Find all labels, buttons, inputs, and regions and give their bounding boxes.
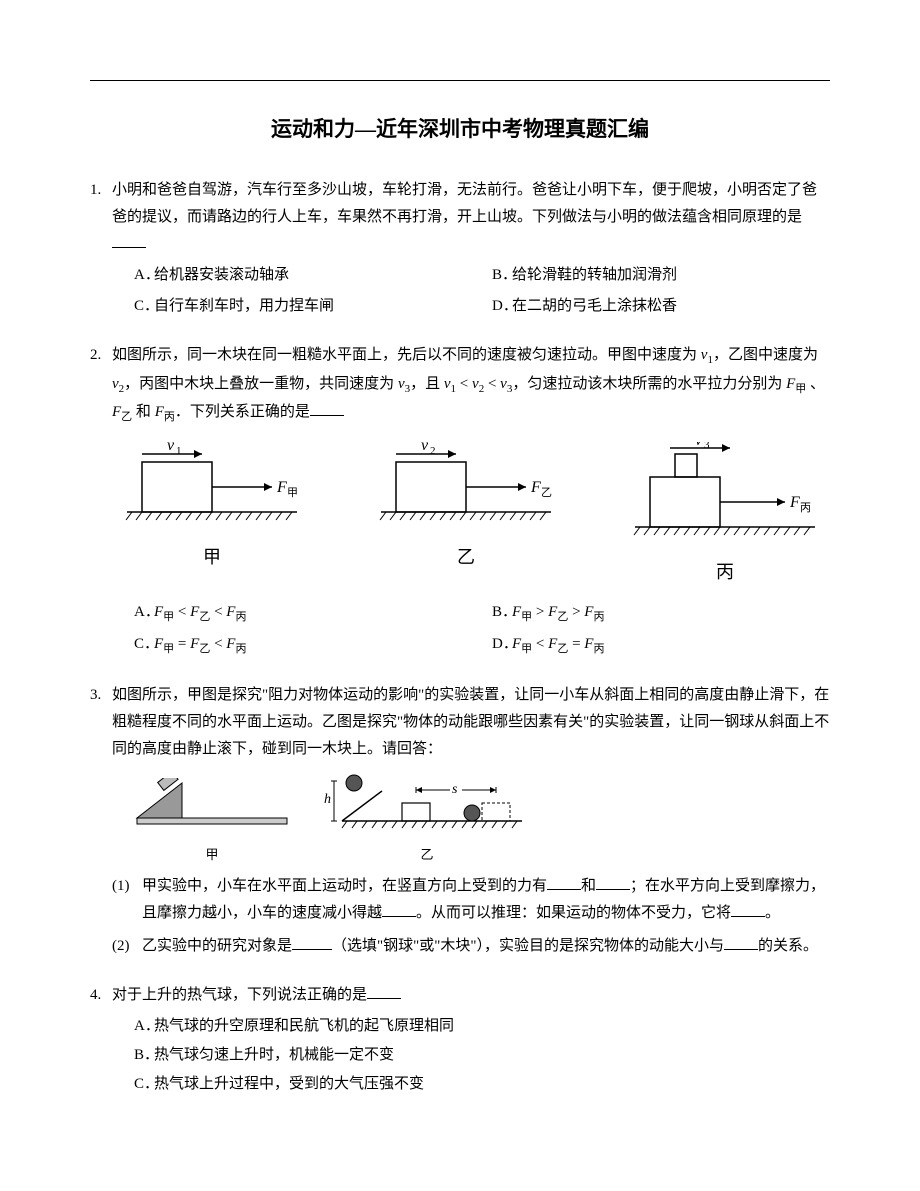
svg-text:F: F: [789, 494, 800, 511]
blank: [731, 901, 765, 917]
blank: [724, 934, 758, 950]
q1-options: A．给机器安装滚动轴承 B．给轮滑鞋的转轴加润滑剂 C．自行车刹车时，用力捏车闸…: [112, 262, 830, 320]
q3-sub1: (1) 甲实验中，小车在水平面上运动时，在竖直方向上受到的力有和；在水平方向上受…: [112, 873, 830, 927]
q3-body: 如图所示，甲图是探究"阻力对物体运动的影响"的实验装置，让同一小车从斜面上相同的…: [112, 682, 830, 959]
svg-text:v: v: [695, 442, 703, 449]
q1-num: 1.: [90, 177, 112, 320]
svg-text:乙: 乙: [541, 486, 552, 499]
q2-diag-jia: v1 F甲 甲: [122, 442, 302, 588]
q1-opt-a: A．给机器安装滚动轴承: [134, 262, 472, 289]
q3-svg-yi: h s: [322, 773, 532, 833]
q2-opt-a: A．F甲 < F乙 < F丙: [134, 599, 472, 628]
q4-text: 对于上升的热气球，下列说法正确的是: [112, 987, 367, 1003]
q2-svg-jia: v1 F甲: [122, 442, 302, 527]
q4-opt-c: C．热气球上升过程中，受到的大气压强不变: [134, 1071, 830, 1098]
q4-blank: [367, 983, 401, 999]
question-3: 3. 如图所示，甲图是探究"阻力对物体运动的影响"的实验装置，让同一小车从斜面上…: [90, 682, 830, 959]
q2-num: 2.: [90, 342, 112, 660]
q2-opt-d: D．F甲 < F乙 = F丙: [492, 631, 830, 660]
q2-body: 如图所示，同一木块在同一粗糙水平面上，先后以不同的速度被匀速拉动。甲图中速度为 …: [112, 342, 830, 660]
q2-blank: [310, 400, 344, 416]
q1-blank: [112, 232, 146, 248]
q2-opt-c: C．F甲 = F乙 < F丙: [134, 631, 472, 660]
q4-options: A．热气球的升空原理和民航飞机的起飞原理相同 B．热气球匀速上升时，机械能一定不…: [112, 1013, 830, 1098]
q4-body: 对于上升的热气球，下列说法正确的是 A．热气球的升空原理和民航飞机的起飞原理相同…: [112, 982, 830, 1100]
q2-diag-bing: v3 F丙 丙: [630, 442, 820, 588]
q1-opt-c: C．自行车刹车时，用力捏车闸: [134, 293, 472, 320]
q2-options: A．F甲 < F乙 < F丙 B．F甲 > F乙 > F丙 C．F甲 = F乙 …: [112, 599, 830, 661]
question-4: 4. 对于上升的热气球，下列说法正确的是 A．热气球的升空原理和民航飞机的起飞原…: [90, 982, 830, 1100]
page-title: 运动和力—近年深圳市中考物理真题汇编: [90, 111, 830, 149]
q2-diag-yi: v2 F乙 乙: [376, 442, 556, 588]
q2-diagrams: v1 F甲 甲: [112, 442, 830, 588]
svg-text:丙: 丙: [800, 502, 811, 514]
blank: [382, 901, 416, 917]
q3-diag-yi: h s: [322, 773, 532, 866]
svg-text:s: s: [452, 782, 458, 797]
question-1: 1. 小明和爸爸自驾游，汽车行至多沙山坡，车轮打滑，无法前行。爸爸让小明下车，便…: [90, 177, 830, 320]
svg-text:v: v: [421, 442, 429, 454]
svg-text:h: h: [324, 792, 331, 807]
q3-text: 如图所示，甲图是探究"阻力对物体运动的影响"的实验装置，让同一小车从斜面上相同的…: [112, 687, 829, 757]
q4-opt-b: B．热气球匀速上升时，机械能一定不变: [134, 1042, 830, 1069]
svg-text:F: F: [530, 479, 541, 496]
svg-text:2: 2: [430, 445, 436, 457]
q4-num: 4.: [90, 982, 112, 1100]
q3-svg-jia: [132, 778, 292, 833]
q3-num: 3.: [90, 682, 112, 959]
blank: [547, 874, 581, 890]
svg-text:1: 1: [176, 445, 182, 457]
svg-text:甲: 甲: [287, 487, 298, 499]
q1-body: 小明和爸爸自驾游，汽车行至多沙山坡，车轮打滑，无法前行。爸爸让小明下车，便于爬坡…: [112, 177, 830, 320]
q2-opt-b: B．F甲 > F乙 > F丙: [492, 599, 830, 628]
q2-svg-yi: v2 F乙: [376, 442, 556, 527]
q2-svg-bing: v3 F丙: [630, 442, 820, 542]
blank: [292, 934, 332, 950]
q1-text: 小明和爸爸自驾游，汽车行至多沙山坡，车轮打滑，无法前行。爸爸让小明下车，便于爬坡…: [112, 182, 817, 225]
svg-text:3: 3: [704, 442, 710, 451]
question-2: 2. 如图所示，同一木块在同一粗糙水平面上，先后以不同的速度被匀速拉动。甲图中速…: [90, 342, 830, 660]
q1-opt-d: D．在二胡的弓毛上涂抹松香: [492, 293, 830, 320]
q3-diagrams: 甲 h: [132, 773, 830, 866]
q3-diag-jia: 甲: [132, 778, 292, 866]
q4-opt-a: A．热气球的升空原理和民航飞机的起飞原理相同: [134, 1013, 830, 1040]
q3-sub2: (2) 乙实验中的研究对象是（选填"钢球"或"木块"），实验目的是探究物体的动能…: [112, 933, 830, 960]
top-rule: [90, 80, 830, 81]
svg-text:F: F: [276, 479, 287, 496]
q1-opt-b: B．给轮滑鞋的转轴加润滑剂: [492, 262, 830, 289]
svg-text:v: v: [167, 442, 175, 454]
blank: [596, 874, 630, 890]
